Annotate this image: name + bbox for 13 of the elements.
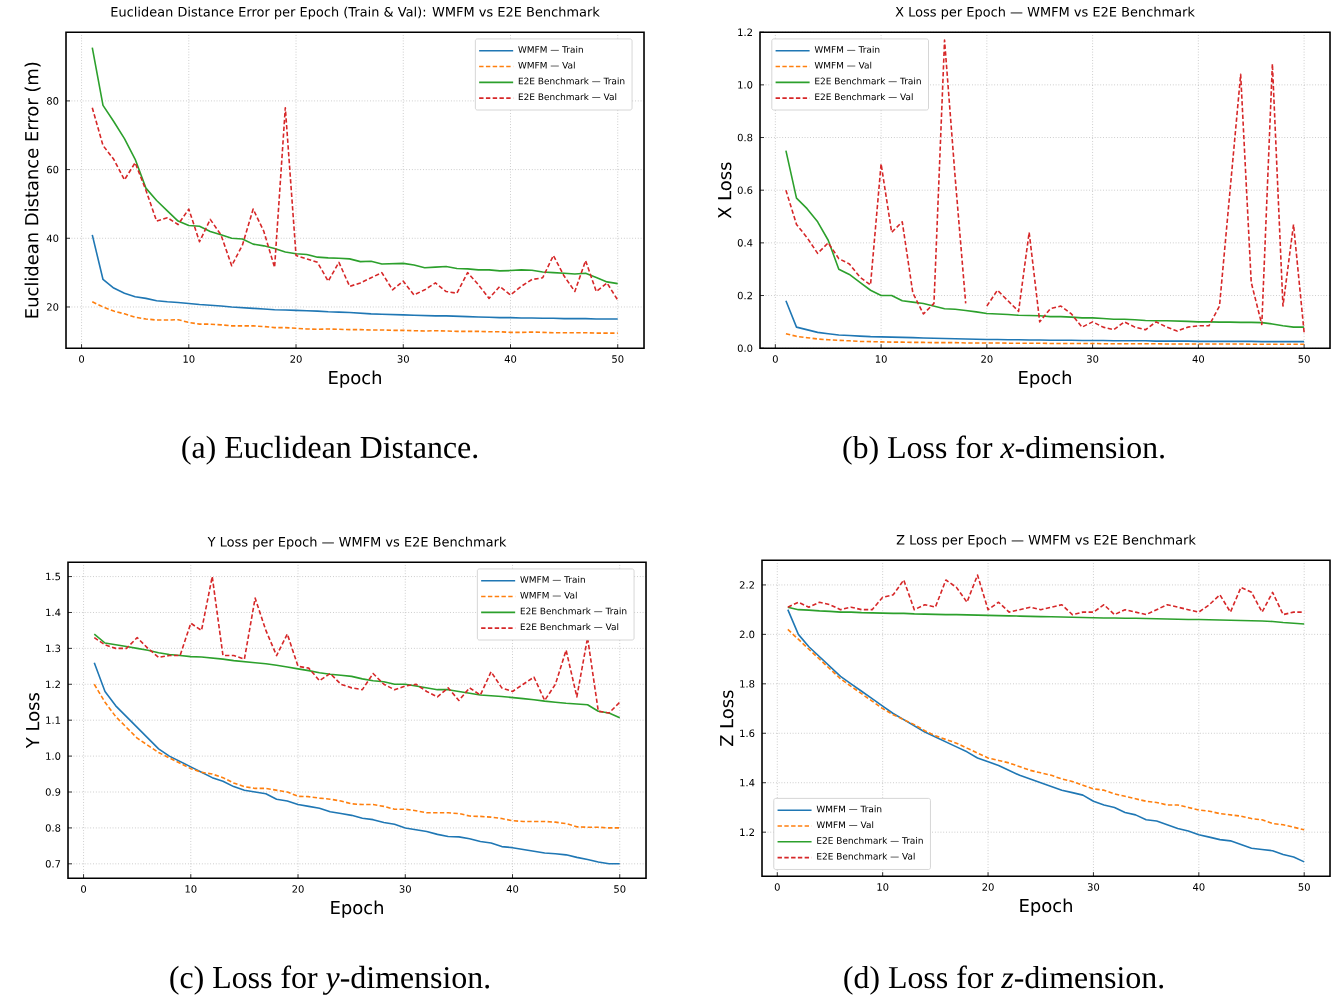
text: (c) Loss for y-dimension. — [170, 965, 490, 995]
x-axis-title: Epoch — [329, 370, 381, 388]
y-axis-title: X Loss — [718, 162, 732, 219]
y-axis-title: Euclidean Distance Error (m) — [24, 62, 41, 318]
line-series — [91, 106, 619, 301]
text: (a) Euclidean Distance. — [182, 435, 478, 465]
x-axis-title: Epoch — [1020, 898, 1072, 916]
y-axis-title: Z Loss — [720, 690, 734, 746]
x-axis-title: Epoch — [331, 900, 383, 918]
y-axis-title: Y Loss — [26, 692, 40, 749]
text: (d) Loss for z-dimension. — [844, 965, 1164, 995]
x-axis-title: Epoch — [1019, 370, 1071, 388]
text: (b) Loss for x-dimension. — [843, 435, 1164, 465]
